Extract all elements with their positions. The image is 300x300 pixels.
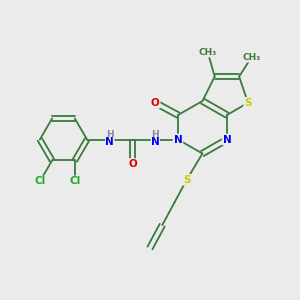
Text: CH₃: CH₃ [242, 53, 260, 62]
Text: H: H [152, 130, 159, 140]
Text: S: S [244, 98, 252, 108]
Text: Cl: Cl [69, 176, 80, 187]
Text: N: N [174, 134, 182, 145]
Text: O: O [128, 159, 137, 169]
Text: S: S [183, 175, 190, 185]
Text: N: N [151, 137, 160, 147]
Text: H: H [106, 130, 114, 140]
Text: Cl: Cl [34, 176, 46, 187]
Text: CH₃: CH₃ [199, 48, 217, 57]
Text: N: N [105, 137, 114, 147]
Text: O: O [151, 98, 160, 108]
Text: N: N [223, 134, 231, 145]
